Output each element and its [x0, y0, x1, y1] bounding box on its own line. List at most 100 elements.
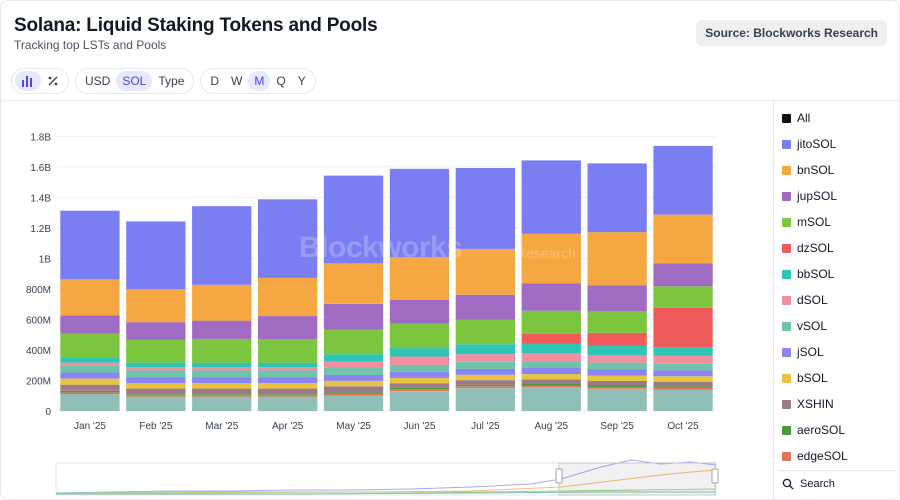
bar-segment-bnsol	[653, 214, 713, 264]
bar-segment-bsol	[587, 375, 647, 381]
legend-item-edgesol[interactable]: edgeSOL	[782, 443, 894, 469]
legend-item-dzsol[interactable]: dzSOL	[782, 235, 894, 261]
legend-swatch	[782, 399, 791, 409]
legend-label: bbSOL	[797, 267, 835, 281]
bar-segment-vsol	[126, 370, 186, 378]
bar-segment-xshin	[455, 380, 515, 385]
legend-item-aerosol[interactable]: aeroSOL	[782, 417, 894, 443]
bar-segment-msol	[323, 329, 384, 355]
bar-segment-aerosol	[587, 385, 647, 387]
legend-item-bsol[interactable]: bSOL	[782, 365, 894, 391]
percent-icon[interactable]	[41, 71, 65, 91]
legend-label: vSOL	[797, 319, 828, 333]
legend-item-jitosol[interactable]: jitoSOL	[782, 131, 894, 157]
bar-segment-jsol	[521, 368, 581, 375]
bar-segment-dsol	[455, 354, 515, 362]
legend-label: bnSOL	[797, 163, 835, 177]
bar-segment-jsol	[60, 372, 120, 379]
bar-segment-jitosol	[653, 145, 713, 215]
bar-segment-jitosol	[323, 175, 384, 264]
bar-segment-vsol	[192, 370, 252, 378]
period-d-button[interactable]: D	[210, 74, 220, 88]
bar-segment-bnsol	[455, 248, 515, 295]
bar-segment-vsol	[455, 361, 515, 369]
bar-stack	[258, 199, 318, 411]
bar-segment-bnsol	[389, 257, 450, 300]
x-tick-label: Feb '25	[139, 421, 172, 432]
legend-label: bSOL	[797, 371, 828, 385]
bar-segment-vsol	[323, 368, 384, 375]
bar-segment-jupsol	[521, 283, 581, 311]
unit-toggle-group: USD SOL Type	[75, 68, 195, 94]
bar-segment-bsol	[126, 383, 186, 389]
bar-segment-bnsol	[521, 233, 581, 284]
legend-item-vsol[interactable]: vSOL	[782, 313, 894, 339]
bar-segment-aerosol	[455, 384, 515, 387]
legend-swatch	[782, 451, 791, 461]
bar-segment-edgesol	[587, 387, 647, 389]
legend-item-bbsol[interactable]: bbSOL	[782, 261, 894, 287]
unit-usd-button[interactable]: USD	[85, 74, 111, 88]
y-tick-label: 1.4B	[30, 193, 51, 204]
bar-segment-jitosol	[389, 168, 450, 258]
period-q-button[interactable]: Q	[276, 74, 286, 88]
legend-item-bnsol[interactable]: bnSOL	[782, 157, 894, 183]
bar-stack	[60, 210, 120, 411]
bar-segment-dsol	[258, 367, 318, 371]
bar-segment-jitosol	[126, 221, 186, 290]
bar-segment-jupsol	[60, 315, 120, 334]
bar-segment-other	[60, 394, 120, 411]
legend-label: aeroSOL	[797, 423, 846, 437]
bar-chart-icon[interactable]	[15, 71, 41, 91]
period-y-button[interactable]: Y	[297, 74, 306, 88]
legend-item-jsol[interactable]: jSOL	[782, 339, 894, 365]
bar-segment-jsol	[587, 369, 647, 376]
bar-segment-bnsol	[323, 263, 384, 304]
bar-segment-xshin	[60, 384, 120, 391]
bar-segment-bbsol	[653, 347, 713, 356]
bar-segment-bnsol	[60, 279, 120, 316]
bar-segment-other	[587, 388, 647, 411]
bar-segment-vsol	[389, 364, 450, 372]
bar-segment-other	[323, 395, 384, 411]
bar-segment-edgesol	[455, 386, 515, 389]
source-badge[interactable]: Source: Blockworks Research	[696, 20, 887, 46]
bar-segment-xshin	[323, 386, 384, 393]
bar-segment-dsol	[389, 356, 450, 365]
legend-label: jupSOL	[797, 189, 838, 203]
legend-item-xshin[interactable]: XSHIN	[782, 391, 894, 417]
bar-segment-jitosol	[192, 206, 252, 285]
bar-segment-xshin	[587, 380, 647, 386]
period-w-button[interactable]: W	[231, 74, 243, 88]
bar-segment-bsol	[323, 380, 384, 387]
legend-search[interactable]: Search	[778, 470, 896, 496]
unit-sol-button[interactable]: SOL	[116, 71, 153, 91]
view-toggle-group	[11, 68, 69, 94]
y-tick-label: 200M	[26, 376, 51, 387]
x-tick-label: Oct '25	[667, 421, 699, 432]
bar-segment-edgesol	[389, 389, 450, 392]
legend-label: mSOL	[797, 215, 832, 229]
bar-stack	[126, 221, 186, 411]
legend-item-jupsol[interactable]: jupSOL	[782, 183, 894, 209]
range-navigator	[55, 459, 719, 496]
bar-segment-jsol	[455, 368, 515, 375]
legend-item-all[interactable]: All	[782, 105, 894, 131]
legend-item-dsol[interactable]: dSOL	[782, 287, 894, 313]
bar-segment-bsol	[192, 383, 252, 389]
bar-segment-vsol	[258, 370, 318, 378]
search-icon	[782, 478, 794, 489]
unit-type-button[interactable]: Type	[158, 74, 185, 88]
bar-stack	[455, 168, 515, 411]
bar-segment-bbsol	[521, 343, 581, 354]
legend-label: jSOL	[797, 345, 824, 359]
bar-segment-bbsol	[455, 344, 515, 355]
bar-segment-jitosol	[521, 160, 581, 234]
bar-segment-aerosol	[521, 384, 581, 386]
bar-segment-jupsol	[126, 322, 186, 340]
legend-item-msol[interactable]: mSOL	[782, 209, 894, 235]
bar-segment-msol	[587, 311, 647, 333]
bar-segment-bsol	[60, 378, 120, 385]
bar-stacks	[60, 145, 713, 411]
period-m-button[interactable]: M	[248, 71, 271, 91]
